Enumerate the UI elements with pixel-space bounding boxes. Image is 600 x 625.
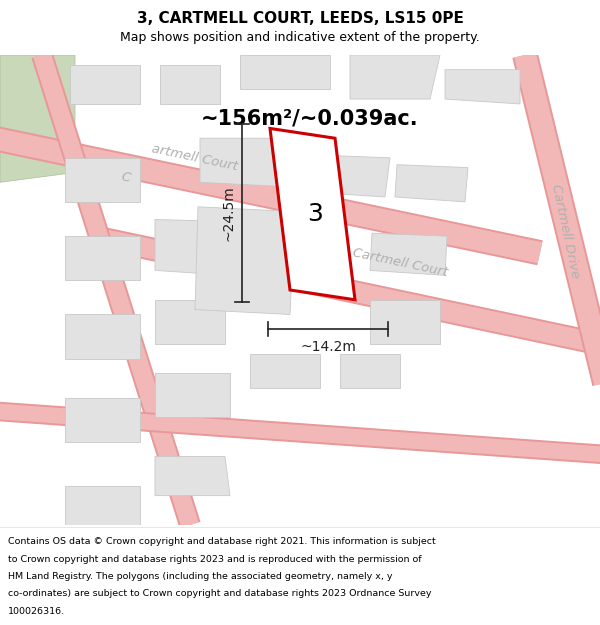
Text: Contains OS data © Crown copyright and database right 2021. This information is : Contains OS data © Crown copyright and d…: [8, 537, 436, 546]
Text: Cartmell Drive: Cartmell Drive: [548, 183, 581, 279]
Polygon shape: [514, 52, 600, 386]
Text: C: C: [120, 170, 132, 185]
Polygon shape: [270, 129, 355, 300]
Text: Map shows position and indicative extent of the property.: Map shows position and indicative extent…: [120, 31, 480, 44]
Polygon shape: [0, 402, 600, 466]
Text: Cartmell Court: Cartmell Court: [351, 246, 449, 279]
Polygon shape: [0, 400, 600, 468]
Polygon shape: [0, 55, 75, 182]
Polygon shape: [350, 55, 440, 99]
Text: ~14.2m: ~14.2m: [300, 340, 356, 354]
Polygon shape: [155, 373, 230, 418]
Polygon shape: [65, 486, 140, 525]
Polygon shape: [512, 52, 600, 386]
Polygon shape: [240, 55, 330, 89]
Text: ~24.5m: ~24.5m: [221, 185, 235, 241]
Text: 3: 3: [307, 202, 323, 226]
Polygon shape: [310, 155, 390, 197]
Text: HM Land Registry. The polygons (including the associated geometry, namely x, y: HM Land Registry. The polygons (includin…: [8, 572, 392, 581]
Polygon shape: [0, 122, 542, 263]
Polygon shape: [65, 398, 140, 442]
Text: artmell Court: artmell Court: [150, 142, 239, 173]
Polygon shape: [250, 354, 320, 388]
Polygon shape: [65, 314, 140, 359]
Polygon shape: [445, 69, 520, 104]
Polygon shape: [370, 300, 440, 344]
Polygon shape: [160, 65, 220, 104]
Polygon shape: [98, 229, 600, 366]
Polygon shape: [200, 138, 295, 188]
Text: ~156m²/~0.039ac.: ~156m²/~0.039ac.: [201, 109, 419, 129]
Text: co-ordinates) are subject to Crown copyright and database rights 2023 Ordnance S: co-ordinates) are subject to Crown copyr…: [8, 589, 431, 599]
Text: 100026316.: 100026316.: [8, 607, 65, 616]
Polygon shape: [155, 456, 230, 496]
Polygon shape: [155, 219, 230, 275]
Polygon shape: [70, 65, 140, 104]
Polygon shape: [395, 164, 468, 202]
Polygon shape: [97, 227, 600, 368]
Polygon shape: [155, 300, 225, 344]
Polygon shape: [370, 233, 447, 275]
Polygon shape: [340, 354, 400, 388]
Polygon shape: [31, 52, 200, 528]
Polygon shape: [65, 236, 140, 280]
Polygon shape: [34, 52, 199, 528]
Polygon shape: [195, 207, 295, 314]
Text: to Crown copyright and database rights 2023 and is reproduced with the permissio: to Crown copyright and database rights 2…: [8, 554, 421, 564]
Polygon shape: [65, 158, 140, 202]
Polygon shape: [0, 121, 543, 265]
Text: 3, CARTMELL COURT, LEEDS, LS15 0PE: 3, CARTMELL COURT, LEEDS, LS15 0PE: [137, 11, 463, 26]
